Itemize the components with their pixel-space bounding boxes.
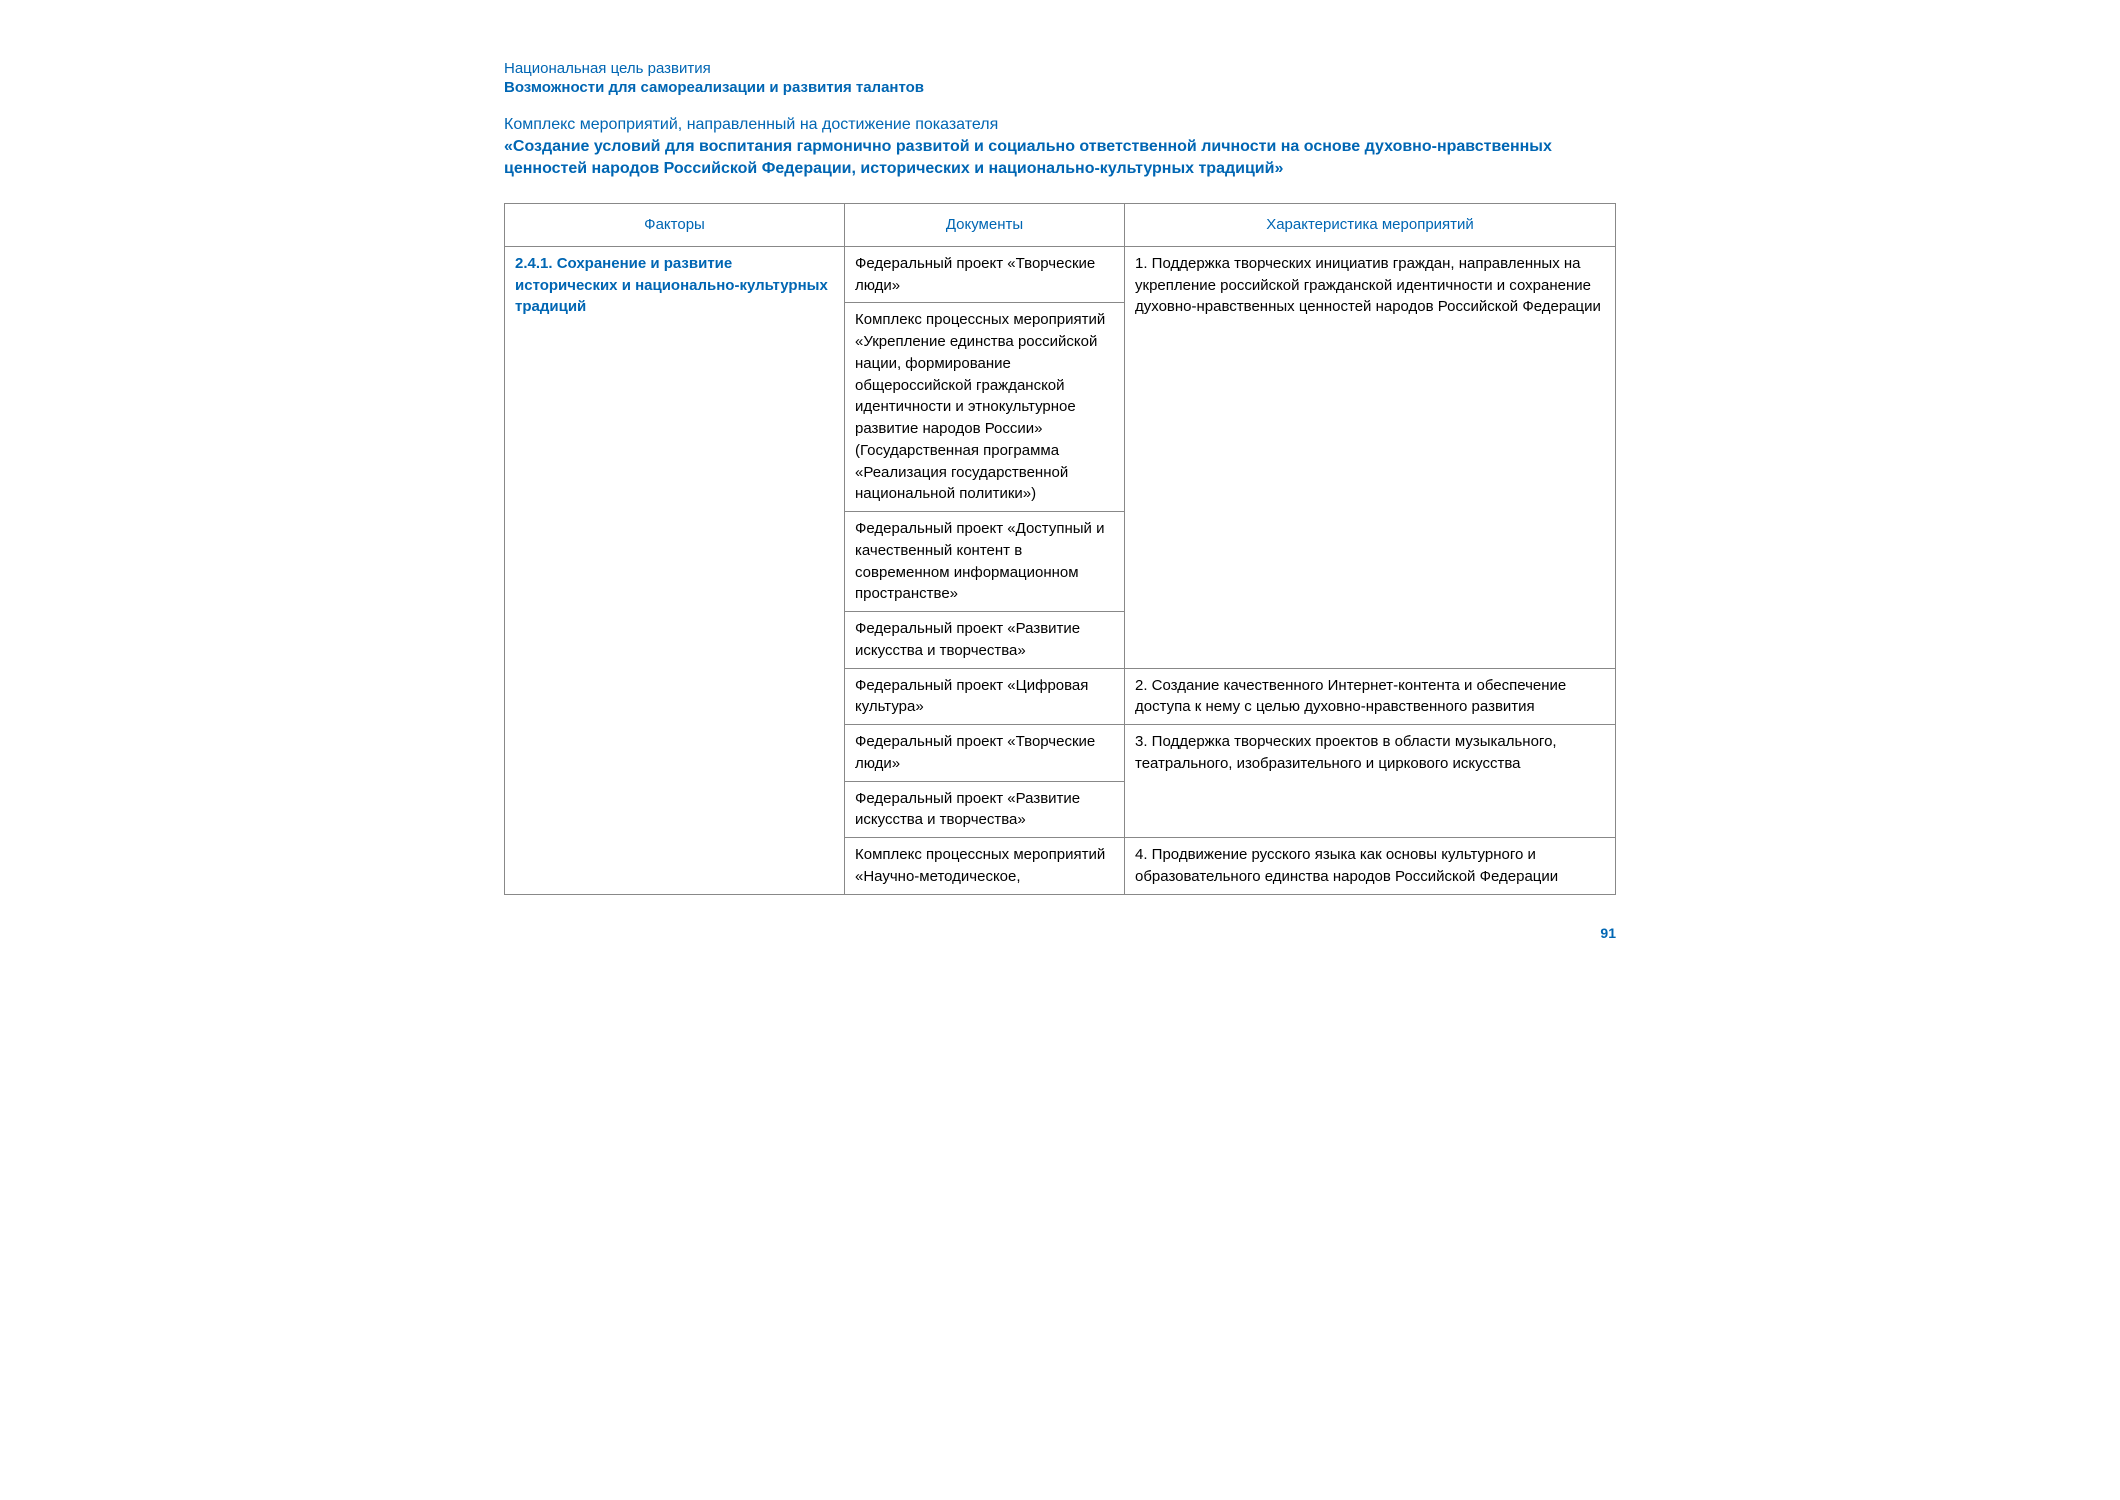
- page-number: 91: [504, 925, 1616, 941]
- document-cell: Федеральный проект «Развитие искусства и…: [845, 612, 1125, 669]
- characteristic-cell: 1. Поддержка творческих инициатив гражда…: [1125, 246, 1616, 668]
- document-cell: Федеральный проект «Доступный и качестве…: [845, 512, 1125, 612]
- col-header-characteristics: Характеристика мероприятий: [1125, 204, 1616, 247]
- document-cell: Комплекс процессных мероприятий «Укрепле…: [845, 303, 1125, 512]
- document-cell: Федеральный проект «Творческие люди»: [845, 725, 1125, 782]
- header-goal-title: Возможности для самореализации и развити…: [504, 79, 1616, 96]
- document-cell: Федеральный проект «Развитие искусства и…: [845, 781, 1125, 838]
- characteristic-cell: 2. Создание качественного Интернет-конте…: [1125, 668, 1616, 725]
- table-header-row: Факторы Документы Характеристика меропри…: [505, 204, 1616, 247]
- header-goal-label: Национальная цель развития: [504, 60, 1616, 77]
- document-cell: Федеральный проект «Творческие люди»: [845, 246, 1125, 303]
- subheader-title: «Создание условий для воспитания гармони…: [504, 136, 1616, 179]
- document-cell: Комплекс процессных мероприятий «Научно-…: [845, 838, 1125, 895]
- factor-cell: 2.4.1. Сохранение и развитие исторически…: [505, 246, 845, 894]
- characteristic-cell: 4. Продвижение русского языка как основы…: [1125, 838, 1616, 895]
- characteristic-cell: 3. Поддержка творческих проектов в облас…: [1125, 725, 1616, 838]
- col-header-factors: Факторы: [505, 204, 845, 247]
- measures-table: Факторы Документы Характеристика меропри…: [504, 203, 1616, 895]
- document-page: Национальная цель развития Возможности д…: [424, 0, 1696, 981]
- table-row: 2.4.1. Сохранение и развитие исторически…: [505, 246, 1616, 303]
- col-header-documents: Документы: [845, 204, 1125, 247]
- subheader-label: Комплекс мероприятий, направленный на до…: [504, 116, 1616, 134]
- document-cell: Федеральный проект «Цифровая культура»: [845, 668, 1125, 725]
